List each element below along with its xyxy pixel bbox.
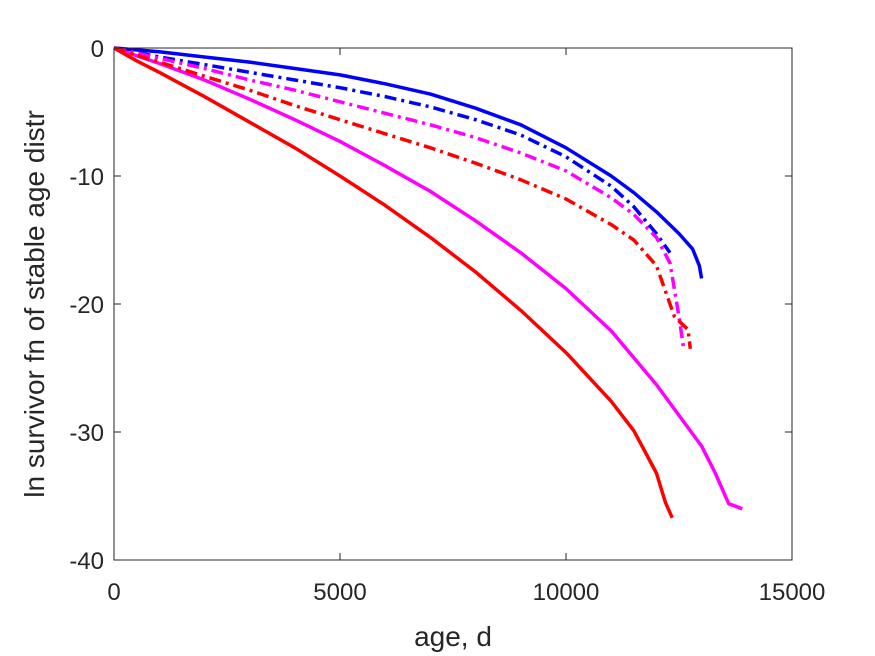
x-tick-label: 0	[107, 579, 120, 606]
x-tick-label: 10000	[533, 579, 600, 606]
y-tick-label: -10	[69, 164, 104, 191]
y-tick-label: 0	[91, 36, 104, 63]
series-layer	[113, 46, 743, 519]
series-line-2	[113, 46, 672, 254]
y-tick-label: -20	[69, 292, 104, 319]
series-line-5	[113, 46, 674, 519]
x-axis-label: age, d	[414, 621, 492, 652]
x-tick-label: 5000	[313, 579, 366, 606]
series-line-3	[113, 46, 743, 511]
series-line-6	[113, 46, 693, 350]
tick-layer: 0 5000 10000 15000 0 -10 -20 -30 -40	[69, 36, 825, 606]
x-tick-label: 15000	[759, 579, 826, 606]
y-tick-label: -40	[69, 548, 104, 575]
y-tick-label: -30	[69, 420, 104, 447]
series-line-1	[113, 46, 704, 279]
y-axis-label: ln survivor fn of stable age distr	[19, 110, 50, 498]
